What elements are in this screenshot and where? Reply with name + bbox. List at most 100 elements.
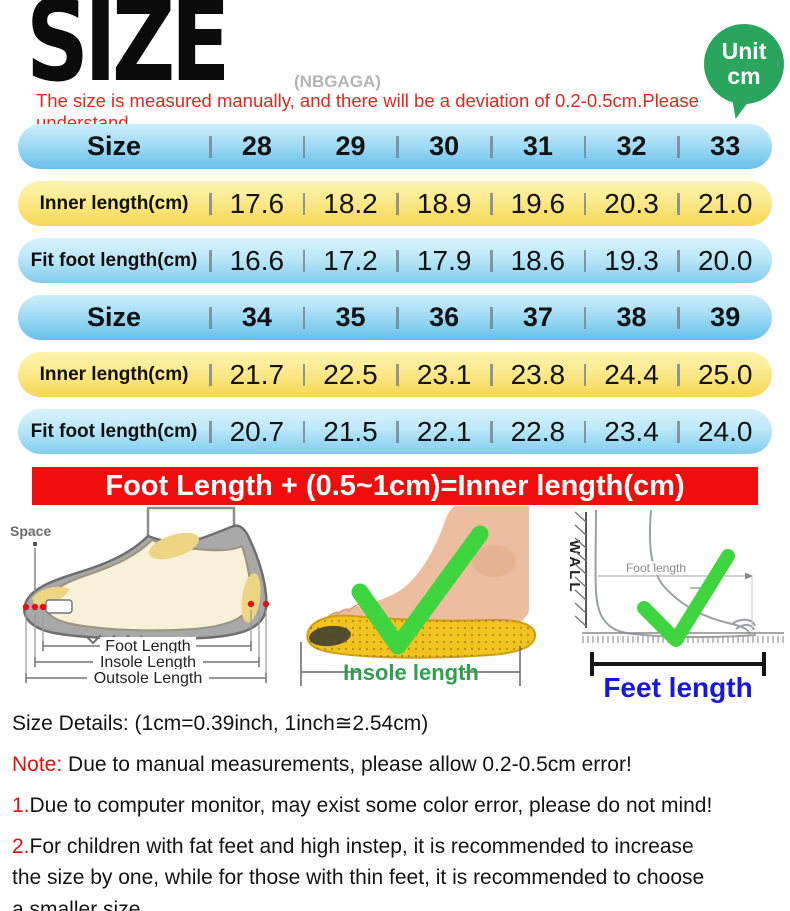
fit-length-value: 23.4 xyxy=(585,416,679,448)
insole-measure-lines xyxy=(300,642,521,686)
wall-label: WALL xyxy=(566,540,583,595)
label-bg xyxy=(100,637,196,654)
fit-length-value: 24.0 xyxy=(678,416,772,448)
size-value: 33 xyxy=(678,131,772,162)
shoe-cross-section-diagram: Space Foot Length Insole Length Outsole … xyxy=(10,506,270,687)
item2-body-line1: For children with fat feet and high inst… xyxy=(29,835,694,858)
feet-length-bracket xyxy=(590,652,766,676)
inner-length-value: 18.9 xyxy=(397,188,491,220)
label-bg xyxy=(93,653,203,670)
insole-lining-ankle xyxy=(149,532,199,560)
outsole-length-label: Outsole Length xyxy=(94,670,203,687)
ankle-shading xyxy=(472,545,516,577)
inner-length-value: 23.1 xyxy=(397,359,491,391)
inner-length-value: 21.7 xyxy=(210,359,304,391)
note-item-2-line2: the size by one, while for those with th… xyxy=(12,866,705,889)
note-item-2-line3: a smaller size xyxy=(12,898,141,911)
fit-length-value: 17.2 xyxy=(304,245,398,277)
feet-length-label: Feet length xyxy=(603,672,752,703)
size-details-line: Size Details: (1cm=0.39inch, 1inch≅2.54c… xyxy=(12,712,429,735)
size-value: 28 xyxy=(210,131,304,162)
foot-inside-shoe xyxy=(44,538,252,632)
fit-length-value: 20.0 xyxy=(678,245,772,277)
insole-lining-heel xyxy=(241,573,261,623)
size-value: 29 xyxy=(304,131,398,162)
size-value: 34 xyxy=(210,302,304,333)
insole-length-label: Insole Length xyxy=(100,654,196,671)
arrow-head-icon xyxy=(745,572,753,580)
formula-banner: Foot Length + (0.5~1cm)=Inner length(cm) xyxy=(32,467,758,505)
fit-length-value: 20.7 xyxy=(210,416,304,448)
inner-length-value: 24.4 xyxy=(585,359,679,391)
wall-measure-diagram: WALL Foot length Feet length xyxy=(566,509,784,703)
fit-length-value: 22.1 xyxy=(397,416,491,448)
fit-length-value: 16.6 xyxy=(210,245,304,277)
note-prefix: Note: xyxy=(12,753,63,776)
table-row-size-1: Size 28 29 30 31 32 33 xyxy=(18,124,772,169)
note-item-1: 1.Due to computer monitor, may exist som… xyxy=(12,790,784,821)
insole-measure-diagram: Insole length xyxy=(300,506,536,686)
item1-body: Due to computer monitor, may exist some … xyxy=(29,794,713,817)
inner-length-value: 18.2 xyxy=(304,188,398,220)
toe-notch xyxy=(45,599,73,614)
inner-length-value: 17.6 xyxy=(210,188,304,220)
measurement-dots xyxy=(22,600,270,611)
fit-length-value: 17.9 xyxy=(397,245,491,277)
unit-badge-line1: Unit xyxy=(721,38,767,64)
table-row-fit-2: Fit foot length(cm) 20.7 21.5 22.1 22.8 … xyxy=(18,409,772,454)
label-bg xyxy=(616,561,696,575)
fit-length-value: 21.5 xyxy=(304,416,398,448)
unit-badge: Unit cm xyxy=(704,24,784,104)
label-bg xyxy=(87,669,209,686)
check-icon xyxy=(637,549,735,647)
space-pointer-dot xyxy=(33,542,37,546)
foot-length-label: Foot Length xyxy=(105,638,190,655)
table-row-fit-1: Fit foot length(cm) 16.6 17.2 17.9 18.6 … xyxy=(18,238,772,283)
inner-length-value: 21.0 xyxy=(678,188,772,220)
row-label: Inner length(cm) xyxy=(39,363,189,385)
inner-length-value: 22.5 xyxy=(304,359,398,391)
row-label: Size xyxy=(86,131,142,161)
space-label: Space xyxy=(10,523,51,539)
note-body: Due to manual measurements, please allow… xyxy=(62,753,632,776)
page-title: SIZE xyxy=(26,0,230,107)
insole-lining-toe xyxy=(32,586,70,608)
size-value: 35 xyxy=(304,302,398,333)
size-value: 39 xyxy=(678,302,772,333)
inner-length-value: 19.6 xyxy=(491,188,585,220)
note-line: Note: Due to manual measurements, please… xyxy=(12,749,784,780)
size-value: 31 xyxy=(491,131,585,162)
guide-lines xyxy=(25,610,267,678)
size-value: 36 xyxy=(397,302,491,333)
foot-length-small-label: Foot length xyxy=(626,561,686,575)
insole-texture xyxy=(307,615,536,658)
inner-length-value: 23.8 xyxy=(491,359,585,391)
size-value: 37 xyxy=(491,302,585,333)
notes-section: Size Details: (1cm=0.39inch, 1inch≅2.54c… xyxy=(12,702,784,911)
size-value: 30 xyxy=(397,131,491,162)
size-value: 38 xyxy=(585,302,679,333)
unit-badge-line2: cm xyxy=(727,63,761,89)
row-label: Inner length(cm) xyxy=(39,192,189,214)
size-table: Size 28 29 30 31 32 33 Inner length(cm) … xyxy=(18,124,772,466)
size-value: 32 xyxy=(585,131,679,162)
item1-prefix: 1. xyxy=(12,794,30,817)
fit-length-value: 18.6 xyxy=(491,245,585,277)
fit-length-value: 19.3 xyxy=(585,245,679,277)
table-row-inner-1: Inner length(cm) 17.6 18.2 18.9 19.6 20.… xyxy=(18,181,772,226)
item2-prefix: 2. xyxy=(12,835,30,858)
insole-length-label: Insole length xyxy=(343,660,479,685)
table-row-inner-2: Inner length(cm) 21.7 22.5 23.1 23.8 24.… xyxy=(18,352,772,397)
inner-length-value: 25.0 xyxy=(678,359,772,391)
measurement-diagrams: Space Foot Length Insole Length Outsole … xyxy=(0,506,790,704)
inner-length-value: 20.3 xyxy=(585,188,679,220)
row-label: Fit foot length(cm) xyxy=(30,249,198,271)
wall-hatching xyxy=(574,511,587,627)
brand-watermark: (NBGAGA) xyxy=(294,72,381,91)
fit-length-value: 22.8 xyxy=(491,416,585,448)
table-row-size-2: Size 34 35 36 37 38 39 xyxy=(18,295,772,340)
check-icon xyxy=(351,525,489,655)
note-item-2-line1: 2.For children with fat feet and high in… xyxy=(12,831,784,862)
row-label: Fit foot length(cm) xyxy=(30,420,198,442)
